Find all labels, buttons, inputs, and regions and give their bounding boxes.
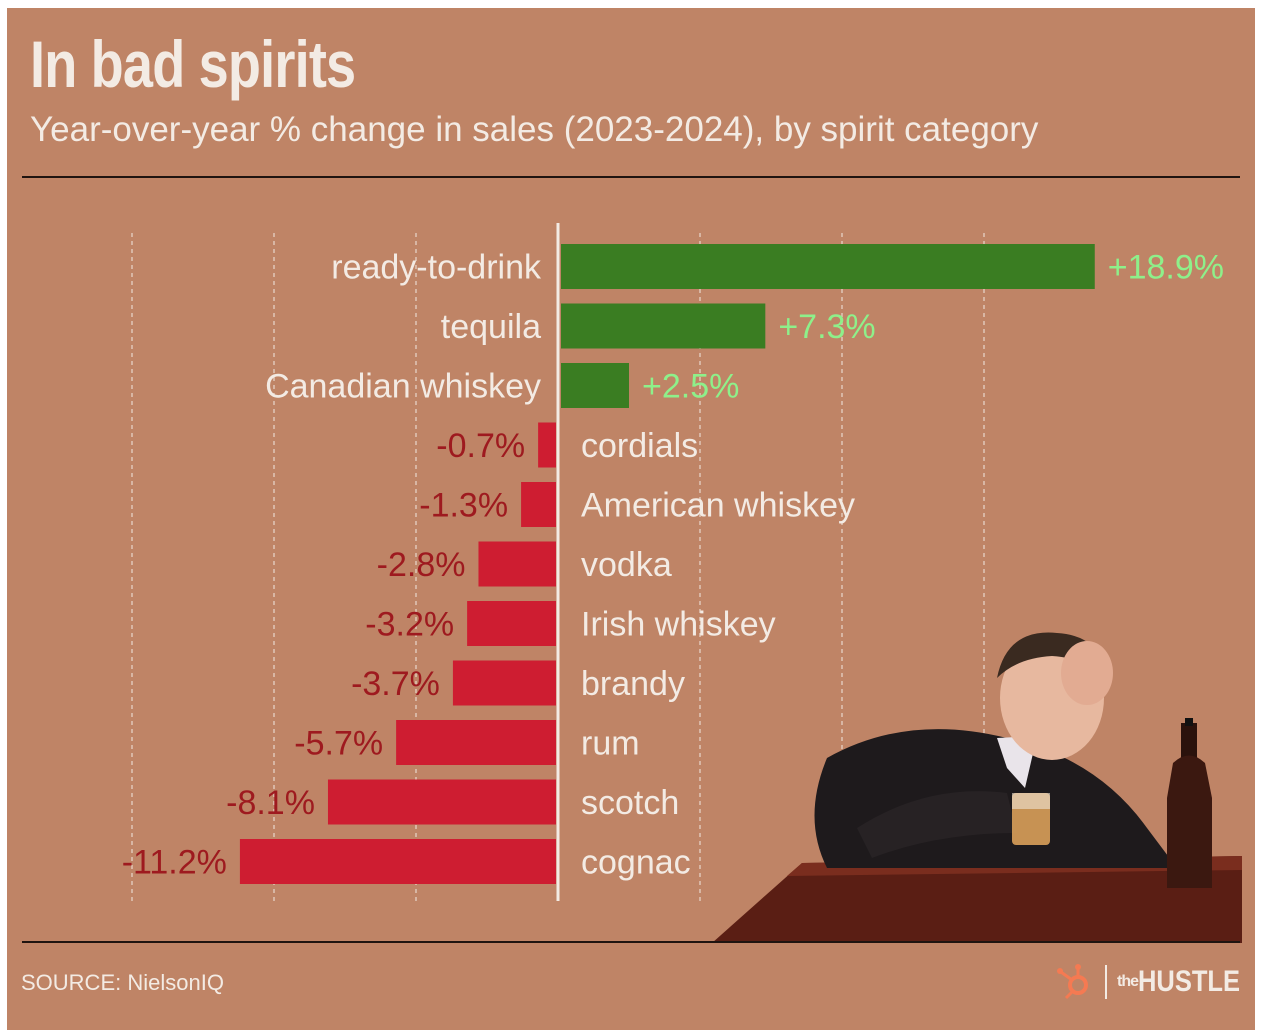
bar: [478, 541, 556, 587]
category-label: Canadian whiskey: [265, 368, 541, 406]
category-label: vodka: [581, 546, 672, 584]
bar-chart: ready-to-drink +18.9% tequila +7.3% Canadian…: [122, 223, 1224, 901]
chart-subtitle: Year-over-year % change in sales (2023-2…: [30, 110, 1039, 149]
value-label: -3.7%: [351, 665, 440, 703]
category-label: cognac: [581, 844, 691, 882]
chart-title: In bad spirits: [30, 27, 356, 101]
value-label: -11.2%: [122, 844, 227, 882]
brand-name: HUSTLE: [1138, 965, 1240, 998]
bar: [467, 601, 556, 646]
man-drinking-whiskey-photo: [712, 632, 1242, 943]
value-label: +18.9%: [1108, 249, 1224, 287]
category-label: brandy: [581, 665, 685, 703]
bar: [396, 720, 556, 765]
category-label: ready-to-drink: [331, 249, 542, 287]
bar: [239, 839, 557, 884]
category-label: rum: [581, 725, 640, 763]
value-label: -5.7%: [294, 725, 383, 763]
category-label: American whiskey: [581, 487, 855, 525]
bar: [561, 303, 766, 349]
brand-prefix: the: [1117, 973, 1139, 990]
value-label: -3.2%: [365, 606, 454, 644]
top-divider: [22, 176, 1240, 178]
bar: [561, 244, 1095, 289]
bar: [452, 660, 556, 706]
hubspot-icon: [1057, 964, 1088, 1000]
brand-logo: the HUSTLE: [1055, 962, 1255, 1002]
value-label: +2.5%: [642, 368, 739, 406]
value-label: +7.3%: [778, 308, 875, 346]
bar: [538, 422, 556, 468]
value-label: -2.8%: [377, 546, 466, 584]
logo-divider: [1105, 965, 1107, 999]
bar: [327, 779, 556, 825]
bar: [561, 363, 629, 408]
value-label: -8.1%: [226, 784, 315, 822]
chart-card: In bad spirits Year-over-year % change i…: [7, 8, 1255, 1030]
value-label: -1.3%: [419, 487, 508, 525]
bar: [521, 482, 556, 527]
category-label: cordials: [581, 427, 698, 465]
category-label: Irish whiskey: [581, 606, 776, 644]
bottom-divider: [22, 941, 1240, 943]
value-label: -0.7%: [436, 427, 525, 465]
source-note: SOURCE: NielsonIQ: [21, 970, 224, 995]
category-label: tequila: [441, 308, 541, 346]
category-label: scotch: [581, 784, 679, 822]
